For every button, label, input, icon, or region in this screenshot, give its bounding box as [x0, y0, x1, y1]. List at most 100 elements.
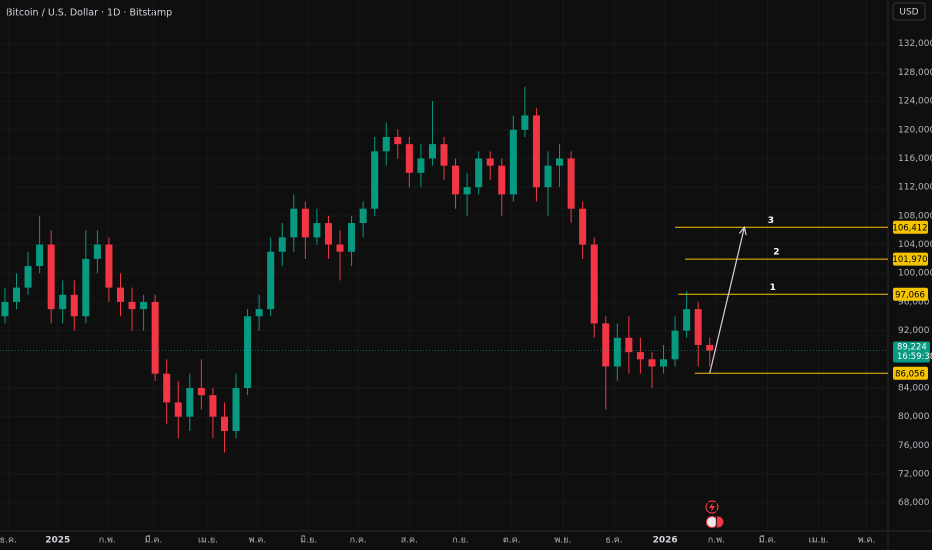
candle-body [613, 337, 621, 367]
y-tick-label: 100,000 [898, 269, 932, 279]
last-price-box [893, 341, 930, 363]
candle-body [440, 144, 448, 166]
level-price-box [893, 287, 928, 301]
candle-body [267, 251, 275, 310]
candle-body [13, 287, 21, 302]
candle-body [579, 208, 587, 245]
candle-body [36, 244, 44, 267]
y-tick-label: 84,000 [898, 383, 930, 393]
event-icon[interactable] [705, 500, 719, 514]
candle-body [1, 301, 9, 317]
level-price-label: 86,056 [895, 369, 925, 379]
x-tick-label: ธ.ค. [0, 536, 17, 546]
y-tick-label: 80,000 [898, 412, 930, 422]
candle-body [602, 323, 610, 367]
level-name: 2 [773, 248, 779, 258]
candles [1, 86, 714, 453]
candle-body [174, 402, 182, 417]
event-flag[interactable] [706, 516, 718, 528]
candle-body [70, 294, 78, 317]
candle-body [128, 301, 136, 310]
y-tick-label: 96,000 [898, 297, 930, 307]
x-tick-label: ก.พ. [99, 536, 116, 546]
candle-body [93, 244, 101, 259]
candle-body [706, 344, 714, 351]
candle-body [140, 301, 148, 310]
x-tick-label: มี.ค. [759, 535, 777, 546]
candle-body [475, 158, 483, 188]
y-tick-label: 124,000 [898, 97, 932, 107]
level-price-box [893, 252, 928, 266]
x-tick-label: เม.ย. [198, 536, 218, 546]
candle-body [163, 373, 171, 403]
candle-body [660, 359, 668, 367]
currency-label[interactable]: USD [899, 8, 918, 18]
candle-body [290, 208, 298, 238]
candle-body [116, 287, 124, 302]
level-name: 1 [770, 283, 776, 293]
candle-body [324, 223, 332, 245]
candle-body [151, 301, 159, 374]
y-tick-label: 120,000 [898, 125, 932, 135]
x-tick-label: ก.ค. [350, 536, 367, 546]
level-price-box [893, 220, 928, 234]
candle-body [394, 136, 402, 145]
x-tick-label: 2025 [45, 536, 70, 546]
candle-body [648, 359, 656, 367]
candle-body [220, 416, 228, 432]
candle-body [82, 258, 90, 317]
x-tick-label: พ.ย. [554, 536, 571, 546]
y-tick-label: 132,000 [898, 39, 932, 49]
candle-body [428, 144, 436, 159]
x-tick-label: พ.ค. [249, 536, 267, 546]
candle-body [47, 244, 55, 310]
candle-body [244, 316, 252, 388]
candle-body [486, 158, 494, 166]
arrow-head [738, 225, 747, 236]
candle-body [452, 165, 460, 195]
x-tick-label: 2026 [653, 536, 678, 546]
candle-body [405, 144, 413, 173]
x-tick-label: เม.ย. [809, 536, 829, 546]
level-price-box [893, 366, 928, 380]
candle-body [301, 208, 309, 238]
candle-body [382, 136, 390, 152]
candle-body [532, 115, 540, 188]
candle-body [371, 151, 379, 209]
projection-arrow [709, 227, 745, 374]
candle-body [313, 223, 321, 238]
candle-body [59, 294, 67, 310]
y-tick-label: 104,000 [898, 240, 932, 250]
candle-body [359, 208, 367, 224]
countdown-label: 16:59:38 [897, 352, 932, 362]
y-tick-label: 108,000 [898, 211, 932, 221]
y-tick-label: 72,000 [898, 470, 930, 480]
currency-button[interactable] [892, 2, 926, 21]
candle-body [671, 330, 679, 360]
candle-body [417, 158, 425, 173]
x-tick-label: พ.ค. [858, 536, 876, 546]
candle-body [463, 187, 471, 195]
event-icons[interactable] [705, 500, 724, 528]
last-price-label: 89,224 [897, 343, 927, 353]
chart-title: Bitcoin / U.S. Dollar · 1D · Bitstamp [6, 8, 172, 19]
y-tick-label: 116,000 [898, 154, 932, 164]
level-price-label: 106,412 [892, 223, 927, 233]
candle-body [567, 158, 575, 209]
candle-body [336, 244, 344, 252]
x-tick-label: ส.ค. [401, 536, 418, 546]
candle-body [625, 337, 633, 353]
x-tick-label: มี.ค. [145, 535, 163, 546]
x-tick-label: ธ.ค. [605, 536, 622, 546]
candle-body [636, 352, 644, 360]
candle-body [232, 387, 240, 432]
candle-body [521, 115, 529, 130]
candle-body [186, 387, 194, 417]
candle-body [209, 395, 217, 417]
candle-body [278, 237, 286, 252]
candle-body [105, 244, 113, 288]
y-tick-label: 92,000 [898, 326, 930, 336]
level-name: 3 [768, 216, 774, 226]
x-tick-label: ต.ค. [503, 536, 521, 546]
